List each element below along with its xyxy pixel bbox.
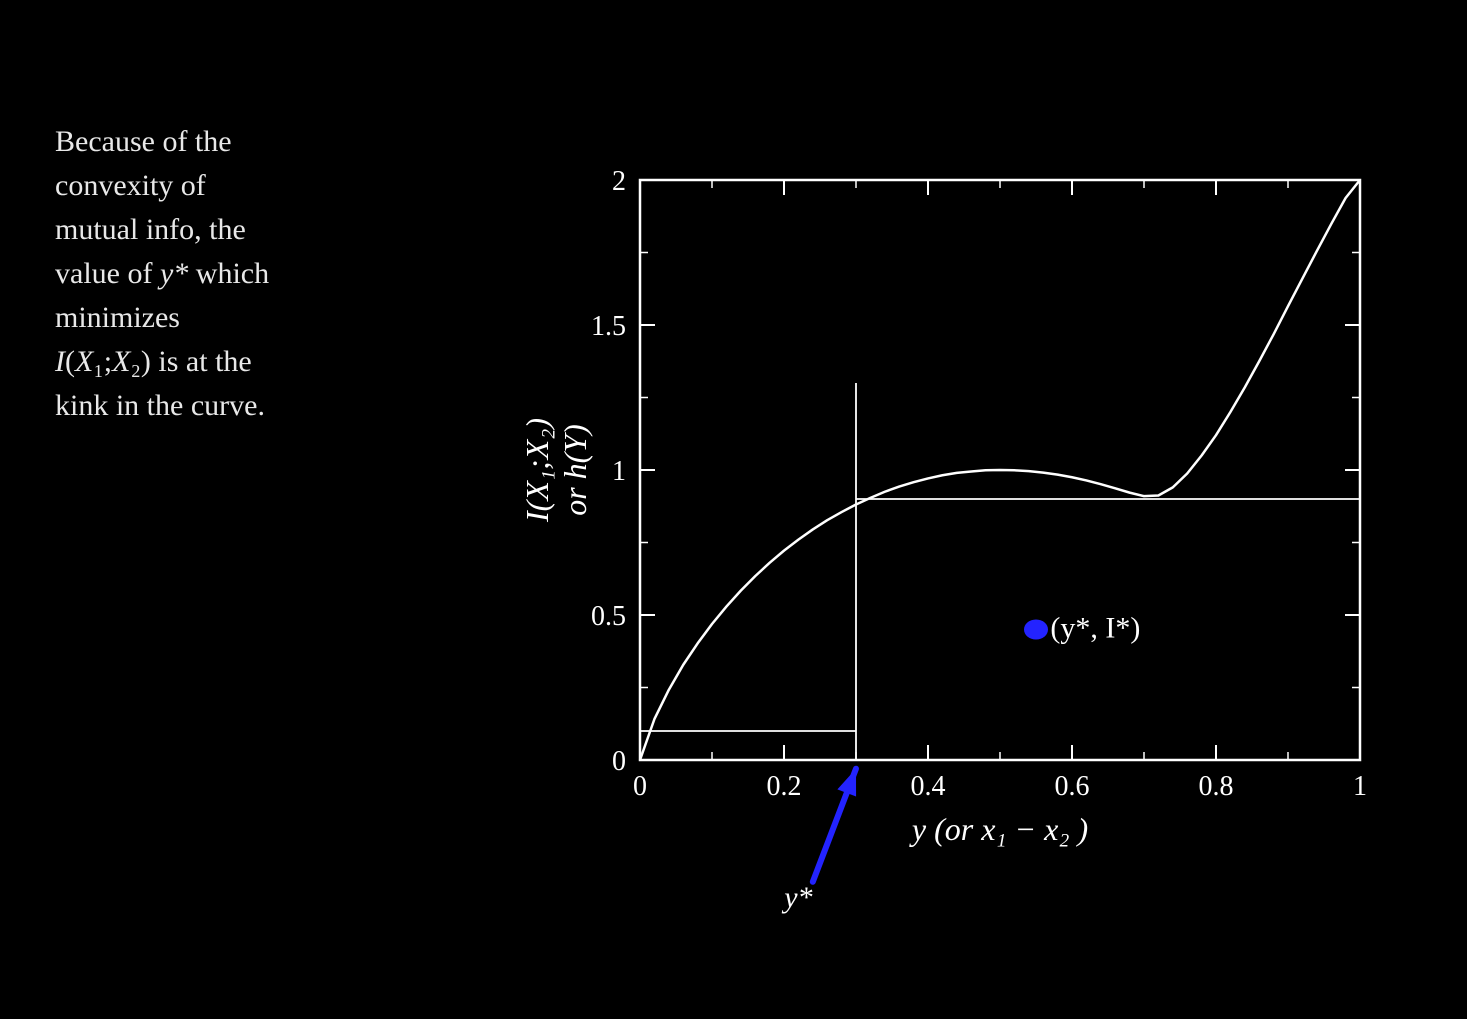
svg-text:I(X₁;X₂): I(X₁;X₂) [519, 418, 555, 523]
chart-annotation: y* [781, 881, 812, 914]
narrative-text: Because of theconvexity ofmutual info, t… [55, 120, 575, 428]
y-tick-label: 0 [612, 746, 626, 777]
y-tick-label: 0.5 [591, 601, 626, 632]
narrative-line: convexity of [55, 164, 575, 208]
x-tick-label: 1 [1353, 771, 1367, 802]
optimum-marker [1024, 620, 1048, 640]
narrative-line: kink in the curve. [55, 384, 575, 428]
x-axis-label: y (or x₁ − x₂ ) [909, 811, 1088, 847]
narrative-line: minimizes [55, 296, 575, 340]
x-tick-label: 0.2 [767, 771, 802, 802]
chart-annotation: (y*, I*) [1050, 612, 1140, 645]
narrative-line: I(X₁;X₂) is at the [55, 340, 575, 384]
y-tick-label: 1 [612, 456, 626, 487]
y-tick-label: 1.5 [591, 311, 626, 342]
x-tick-label: 0.6 [1055, 771, 1090, 802]
x-tick-label: 0.4 [911, 771, 946, 802]
narrative-line: mutual info, the [55, 208, 575, 252]
narrative-line: Because of the [55, 120, 575, 164]
svg-text:or h(Y): or h(Y) [557, 424, 593, 516]
y-tick-label: 2 [612, 166, 626, 197]
narrative-line: value of y* which [55, 252, 575, 296]
x-tick-label: 0.8 [1199, 771, 1234, 802]
x-tick-label: 0 [633, 771, 647, 802]
